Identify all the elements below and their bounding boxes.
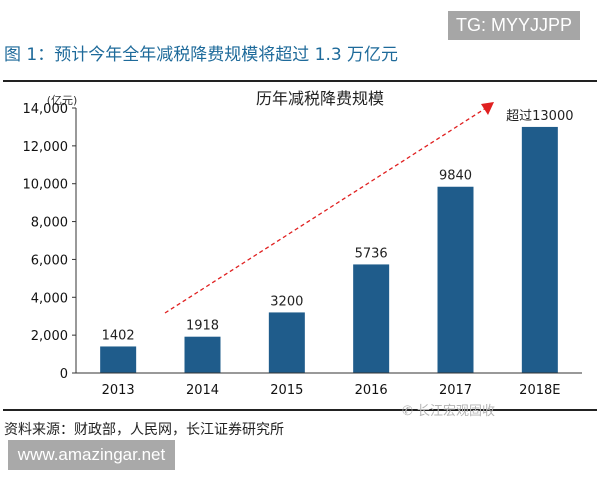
y-tick-label: 14,000 bbox=[23, 102, 69, 117]
data-label-2015: 3200 bbox=[270, 294, 303, 309]
y-tick-label: 0 bbox=[60, 367, 68, 382]
bar-2016 bbox=[353, 264, 390, 373]
bar-chart: 历年减税降费规模 (亿元) 0 2,000 4,000 6,000 8,000 10,00… bbox=[23, 89, 582, 398]
data-label-2014: 1918 bbox=[186, 319, 219, 334]
bar-2015 bbox=[268, 312, 305, 373]
y-axis-unit: (亿元) bbox=[47, 94, 78, 107]
url-watermark: www.amazingar.net bbox=[8, 440, 175, 470]
y-tick-label: 10,000 bbox=[23, 178, 69, 193]
data-label-2016: 5736 bbox=[355, 246, 388, 261]
y-tick-label: 6,000 bbox=[31, 253, 68, 268]
source-note: 资料来源：财政部，人民网，长江证券研究所 bbox=[4, 422, 284, 438]
data-label-2013: 1402 bbox=[102, 328, 135, 343]
y-tick-label: 12,000 bbox=[23, 140, 69, 155]
figure-title: 图 1：预计今年全年减税降费规模将超过 1.3 万亿元 bbox=[4, 45, 399, 65]
x-tick-label: 2013 bbox=[102, 383, 135, 398]
tg-badge: TG: MYYJJPP bbox=[448, 11, 580, 40]
y-tick-label: 4,000 bbox=[31, 291, 68, 306]
x-tick-label: 2015 bbox=[270, 383, 303, 398]
x-tick-label: 2017 bbox=[439, 383, 472, 398]
x-tick-label: 2018E bbox=[519, 383, 560, 398]
data-label-2018E: 超过13000 bbox=[506, 109, 573, 124]
x-tick-label: 2014 bbox=[186, 383, 219, 398]
top-rule bbox=[3, 80, 597, 82]
wechat-icon: ✆ bbox=[402, 404, 418, 419]
wechat-watermark-text: 长江宏观固收 bbox=[417, 404, 496, 419]
y-tick-label: 8,000 bbox=[31, 216, 68, 231]
chart-title: 历年减税降费规模 bbox=[256, 89, 384, 108]
bar-2013 bbox=[100, 346, 137, 373]
bar-2014 bbox=[184, 336, 221, 373]
wechat-watermark: ✆ 长江宏观固收 bbox=[402, 400, 495, 419]
bottom-rule bbox=[3, 409, 597, 411]
bar-2018E bbox=[521, 126, 558, 373]
trend-arrow-line bbox=[164, 107, 487, 314]
trend-arrow-head bbox=[481, 102, 494, 115]
y-tick-label: 2,000 bbox=[31, 329, 68, 344]
x-tick-label: 2016 bbox=[355, 383, 388, 398]
data-label-2017: 9840 bbox=[439, 169, 472, 184]
bar-2017 bbox=[437, 186, 474, 373]
